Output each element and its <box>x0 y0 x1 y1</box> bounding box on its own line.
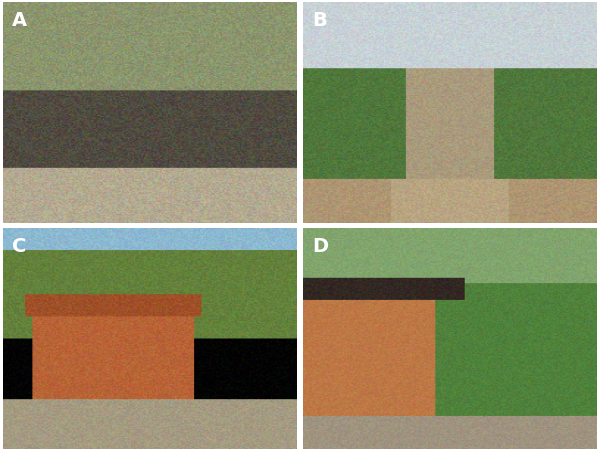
Text: B: B <box>312 11 326 30</box>
Text: D: D <box>312 237 328 256</box>
Text: A: A <box>12 11 27 30</box>
Text: C: C <box>12 237 26 256</box>
